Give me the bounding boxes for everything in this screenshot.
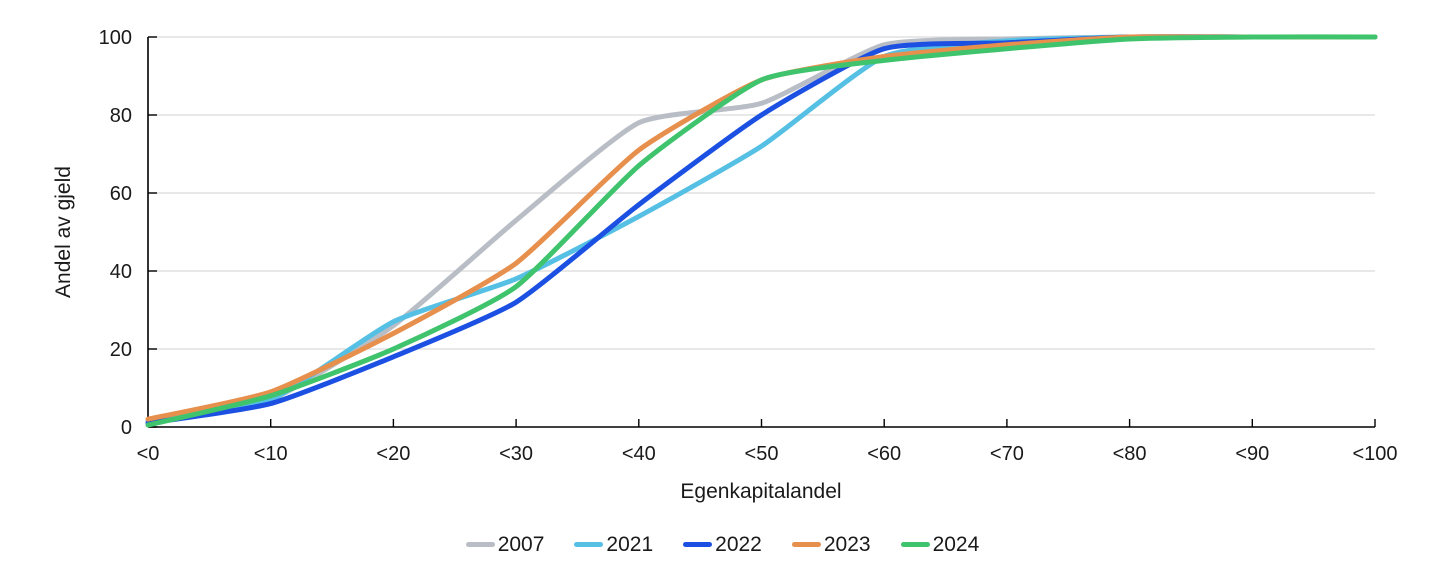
legend-label: 2023 <box>823 533 871 556</box>
x-tick-label: <30 <box>499 443 533 465</box>
y-tick-label: 0 <box>121 417 132 439</box>
x-tick-label: <60 <box>867 443 901 465</box>
x-tick-label: <90 <box>1235 443 1269 465</box>
x-tick-label: <10 <box>254 443 288 465</box>
series-line-2024 <box>145 34 1378 428</box>
line-chart: 0 20 40 60 80 100 <0 <10 <20 <30 <40 <50 <60 <70 <80 <9… <box>52 27 1398 503</box>
y-tick-label: 60 <box>110 183 132 205</box>
gridlines <box>148 36 1375 350</box>
x-tick-label: <70 <box>990 443 1024 465</box>
chart-legend: 2007 2021 2022 2023 2024 <box>0 534 1445 555</box>
x-axis-title: Egenkapitalandel <box>680 480 841 503</box>
y-tick-label: 20 <box>110 339 132 361</box>
legend-label: 2024 <box>932 533 980 556</box>
x-tick-label: <0 <box>137 443 160 465</box>
axes <box>147 36 1376 428</box>
legend-label: 2007 <box>497 533 545 556</box>
legend-swatch-2021 <box>574 542 604 547</box>
x-tick-label: <40 <box>622 443 656 465</box>
y-tick-label: 40 <box>110 261 132 283</box>
tick-labels: 0 20 40 60 80 100 <0 <10 <20 <30 <40 <50 <60 <70 <80 <9… <box>99 27 1398 465</box>
x-tick-label: <100 <box>1352 443 1397 465</box>
y-axis-title: Andel av gjeld <box>52 166 75 298</box>
legend-item-2024: 2024 <box>900 533 980 556</box>
x-tick-label: <20 <box>376 443 410 465</box>
x-tick-label: <80 <box>1113 443 1147 465</box>
data-series <box>145 34 1378 428</box>
legend-swatch-2007 <box>465 542 495 547</box>
legend-item-2007: 2007 <box>465 533 545 556</box>
y-tick-label: 100 <box>99 27 132 49</box>
legend-label: 2022 <box>715 533 762 556</box>
x-tick-label: <50 <box>745 443 779 465</box>
legend-item-2023: 2023 <box>791 533 871 556</box>
legend-swatch-2024 <box>900 542 930 547</box>
legend-swatch-2022 <box>683 542 713 547</box>
legend-item-2022: 2022 <box>683 534 762 555</box>
legend-swatch-2023 <box>791 542 821 547</box>
y-tick-label: 80 <box>110 105 132 127</box>
legend-item-2021: 2021 <box>574 534 653 555</box>
series-line-2023 <box>145 34 1378 422</box>
legend-label: 2021 <box>606 533 654 556</box>
